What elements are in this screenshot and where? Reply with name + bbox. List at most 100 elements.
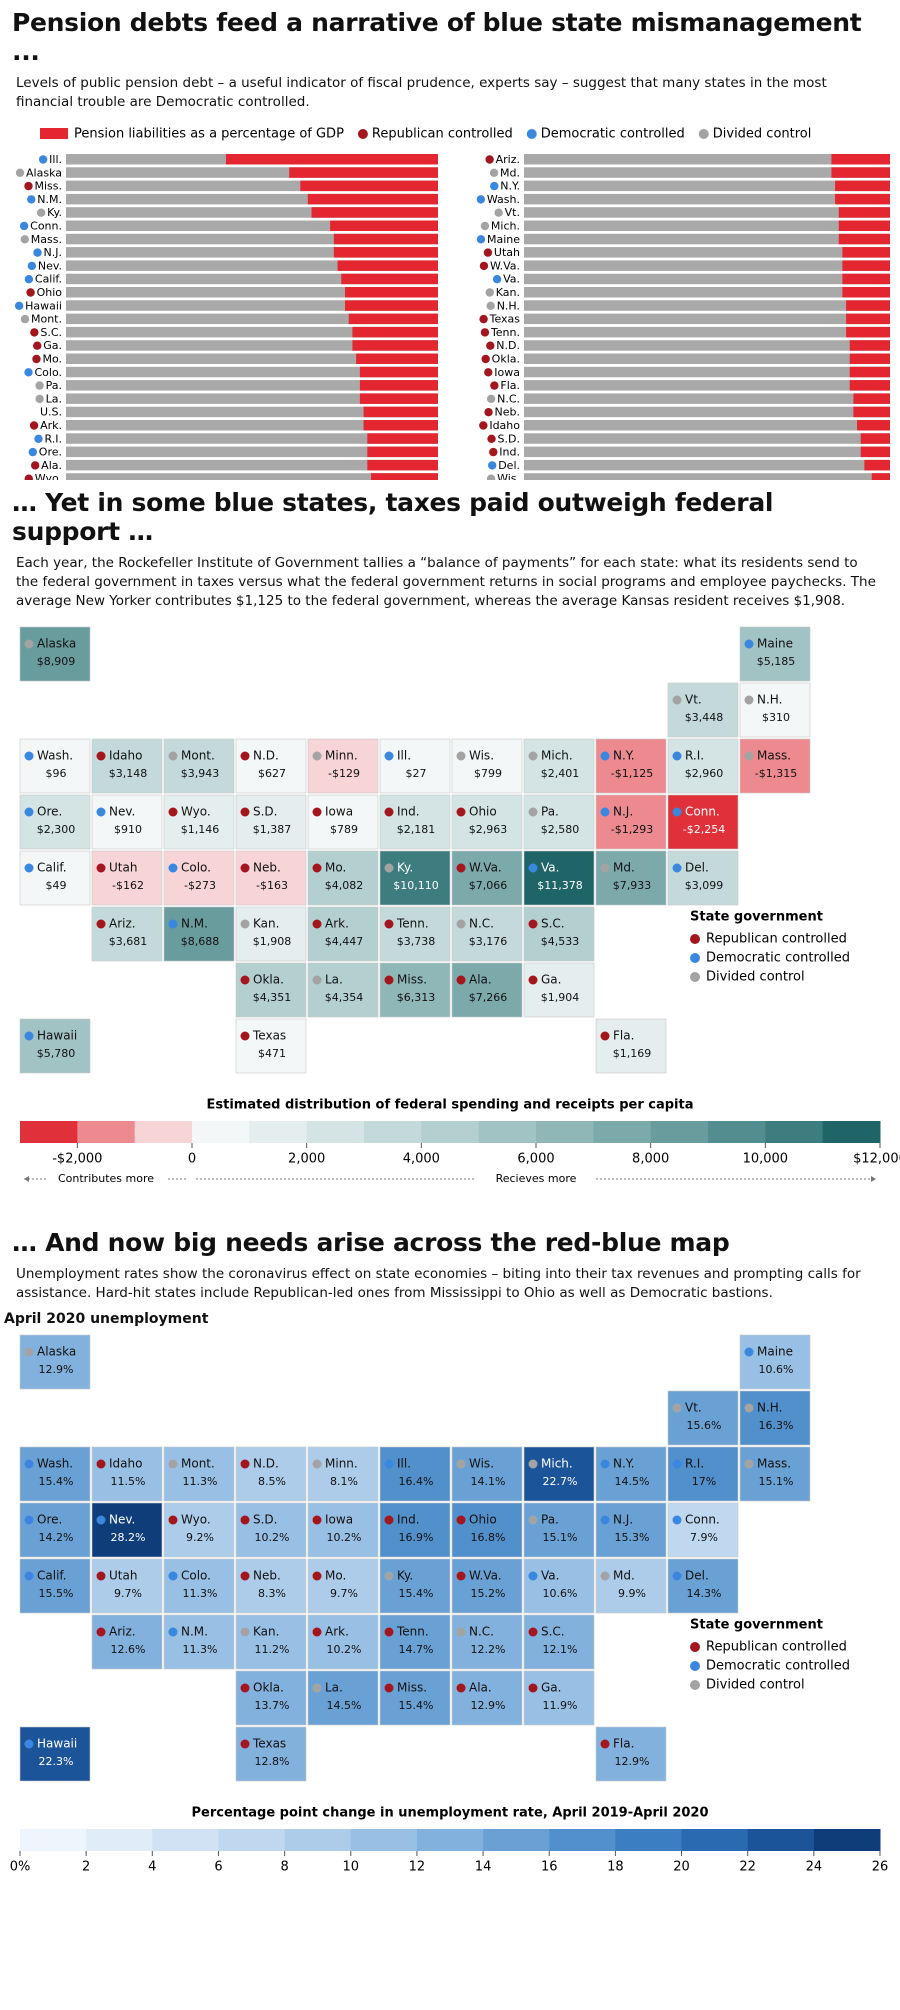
control-dot — [672, 863, 682, 873]
state-name: Alaska — [37, 1345, 76, 1359]
legend-label: Divided control — [706, 1678, 805, 1693]
state-tile — [379, 962, 451, 1018]
bar-background — [524, 353, 890, 364]
control-dot — [456, 1627, 466, 1637]
bar-background — [66, 207, 438, 218]
control-dot — [456, 1571, 466, 1581]
bar — [849, 353, 890, 364]
state-tile — [379, 1502, 451, 1558]
value-label: 10.2% — [327, 1643, 362, 1656]
state-name: S.C. — [541, 1625, 565, 1639]
category-label: Utah — [494, 246, 520, 259]
state-name: N.M. — [181, 1625, 208, 1639]
legend-label: Republican controlled — [706, 932, 847, 947]
category-label: Ohio — [37, 286, 63, 299]
value-label: -$129 — [328, 767, 360, 780]
legend-title: State government — [690, 910, 823, 925]
state-name: N.C. — [469, 1625, 494, 1639]
bar-background — [66, 406, 438, 418]
state-tile — [235, 1614, 307, 1670]
value-label: $1,904 — [541, 991, 580, 1004]
state-name: Ga. — [541, 973, 561, 987]
state-name: Ky. — [397, 861, 413, 875]
value-label: -$162 — [112, 879, 144, 892]
legend-label: Democratic controlled — [706, 1659, 850, 1674]
state-name: Tenn. — [396, 917, 429, 931]
control-dot — [24, 474, 33, 480]
control-dot — [528, 1627, 538, 1637]
colorbar-bin — [549, 1829, 616, 1851]
state-name: Mich. — [541, 749, 573, 763]
value-label: 12.8% — [255, 1755, 290, 1768]
value-label: $1,146 — [181, 823, 220, 836]
state-tile — [523, 1670, 595, 1726]
state-tile — [595, 1558, 667, 1614]
control-dot — [312, 975, 322, 985]
control-dot — [528, 975, 538, 985]
state-tile — [235, 1018, 307, 1074]
state-name: Mo. — [325, 861, 346, 875]
category-label: Calif. — [35, 273, 62, 286]
control-dot — [456, 863, 466, 873]
value-label: -$273 — [184, 879, 216, 892]
state-name: Utah — [109, 1569, 137, 1583]
unemployment-section: … And now big needs arise across the red… — [0, 1220, 900, 2010]
state-name: Mass. — [757, 1457, 791, 1471]
colorbar-bin — [86, 1829, 153, 1851]
value-label: 17% — [692, 1475, 716, 1488]
state-tile — [739, 1334, 811, 1390]
category-label: Mo. — [42, 353, 62, 366]
legend-title: State government — [690, 1618, 823, 1633]
state-tile — [163, 1446, 235, 1502]
legend-swatch — [40, 128, 68, 139]
state-tile — [307, 794, 379, 850]
colorbar-bin — [478, 1121, 537, 1143]
bar — [333, 247, 438, 258]
state-name: Texas — [252, 1737, 286, 1751]
state-tile — [379, 1558, 451, 1614]
colorbar-bin — [813, 1829, 881, 1851]
state-tile — [307, 906, 379, 962]
state-name: Nev. — [109, 805, 135, 819]
control-dot — [600, 1459, 610, 1469]
bar — [842, 287, 890, 298]
bar — [842, 260, 890, 271]
bar — [359, 380, 438, 391]
bar-background — [66, 446, 438, 458]
value-label: 16.3% — [759, 1419, 794, 1432]
control-dot — [492, 275, 502, 284]
control-dot — [312, 1459, 322, 1469]
value-label: 12.1% — [543, 1643, 578, 1656]
control-dot — [488, 461, 497, 470]
state-name: N.Y. — [613, 1457, 635, 1471]
state-tile — [523, 794, 595, 850]
category-label: N.J. — [44, 246, 62, 259]
bar-background — [66, 366, 438, 378]
value-label: $27 — [406, 767, 427, 780]
category-label: Ill. — [49, 153, 62, 166]
bar — [345, 300, 438, 311]
state-name: Wyo. — [181, 805, 211, 819]
state-tile — [451, 1670, 523, 1726]
legend-dot — [690, 934, 700, 944]
bar-background — [66, 380, 438, 391]
state-tile — [667, 682, 739, 738]
control-dot — [528, 1571, 538, 1581]
value-label: $3,943 — [181, 767, 220, 780]
state-name: Ala. — [469, 973, 492, 987]
bar — [831, 167, 890, 178]
bar — [333, 233, 438, 245]
control-dot — [96, 751, 106, 761]
state-name: Miss. — [397, 1681, 427, 1695]
control-dot — [484, 408, 493, 417]
colorbar-bin — [134, 1121, 193, 1143]
control-dot — [744, 639, 754, 649]
control-dot — [528, 863, 538, 873]
bar-background — [524, 433, 890, 444]
bar-background — [524, 406, 890, 418]
value-label: -$2,254 — [683, 823, 725, 836]
state-tile — [235, 962, 307, 1018]
control-dot — [168, 1515, 178, 1525]
bar-background — [66, 459, 438, 471]
state-name: Wyo. — [181, 1513, 211, 1527]
